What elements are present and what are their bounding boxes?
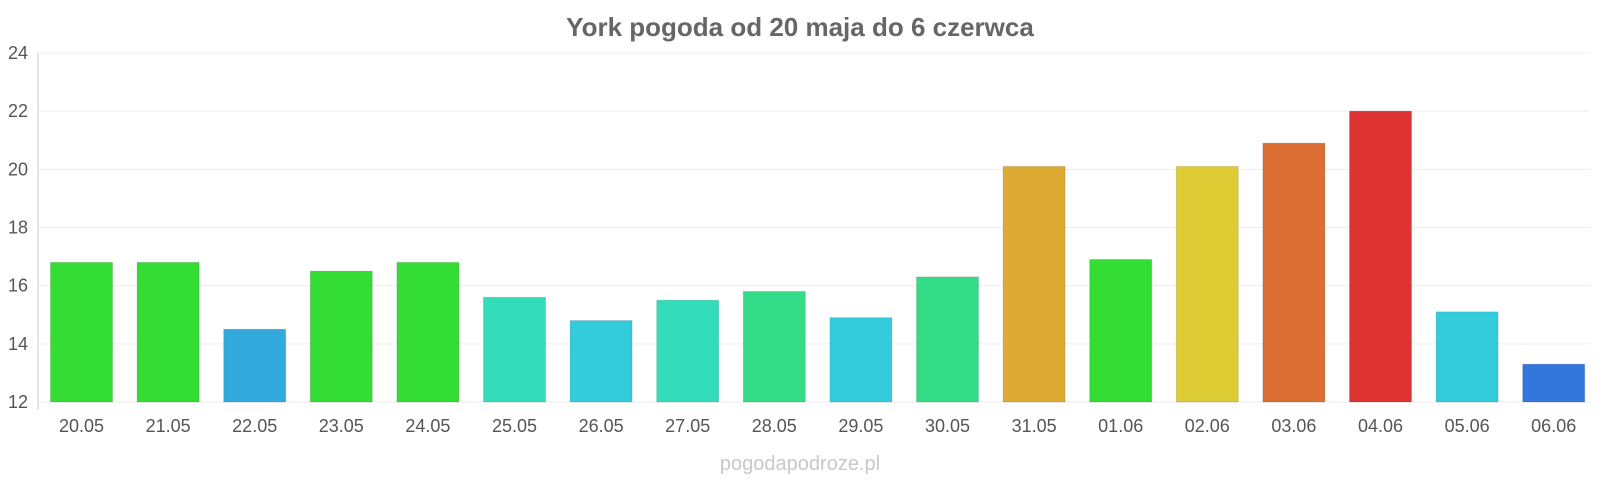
x-tick-label: 06.06 [1531,416,1576,436]
x-tick-label: 24.05 [405,416,450,436]
bar-23.05 [309,270,373,403]
bar-20.05 [50,261,113,403]
x-tick-label: 05.06 [1445,416,1490,436]
x-axis: 20.05 21.05 22.05 23.05 24.05 25.05 26.05 27.05… [59,416,1576,436]
bar-22.05 [223,328,287,403]
chart-title: York pogoda od 20 maja do 6 czerwca [566,12,1034,42]
bar-02.06 [1175,165,1239,403]
bar-27.05 [656,299,720,403]
y-tick-label: 24 [8,43,28,63]
bar-28.05 [742,290,806,403]
x-tick-label: 25.05 [492,416,537,436]
y-tick-label: 22 [8,101,28,121]
x-tick-label: 01.06 [1098,416,1143,436]
bar-26.05 [569,320,633,403]
watermark-text: pogodapodroze.pl [720,453,880,475]
x-tick-label: 23.05 [319,416,364,436]
y-tick-label: 18 [8,218,28,238]
y-tick-label: 12 [8,392,28,412]
x-tick-label: 26.05 [579,416,624,436]
x-tick-label: 22.05 [232,416,277,436]
x-tick-label: 04.06 [1358,416,1403,436]
bar-03.06 [1262,142,1326,403]
x-tick-label: 03.06 [1271,416,1316,436]
bar-21.05 [136,261,200,403]
x-tick-label: 31.05 [1012,416,1057,436]
x-tick-label: 27.05 [665,416,710,436]
bar-01.06 [1089,258,1153,403]
bar-30.05 [916,276,979,403]
y-tick-label: 20 [8,159,28,179]
bar-24.05 [396,261,460,403]
bar-05.06 [1435,311,1499,403]
x-tick-label: 28.05 [752,416,797,436]
x-tick-label: 29.05 [838,416,883,436]
y-tick-label: 16 [8,276,28,296]
bar-04.06 [1349,110,1412,403]
x-tick-label: 20.05 [59,416,104,436]
bars [50,110,1586,403]
x-tick-label: 02.06 [1185,416,1230,436]
bar-31.05 [1002,165,1066,403]
grid-lines [38,52,1590,403]
y-axis: 12 14 16 18 20 22 24 [8,43,39,412]
bar-06.06 [1522,363,1586,403]
x-tick-label: 21.05 [146,416,191,436]
bar-25.05 [483,296,546,403]
y-tick-label: 14 [8,334,28,354]
x-tick-label: 30.05 [925,416,970,436]
bar-29.05 [829,317,893,403]
